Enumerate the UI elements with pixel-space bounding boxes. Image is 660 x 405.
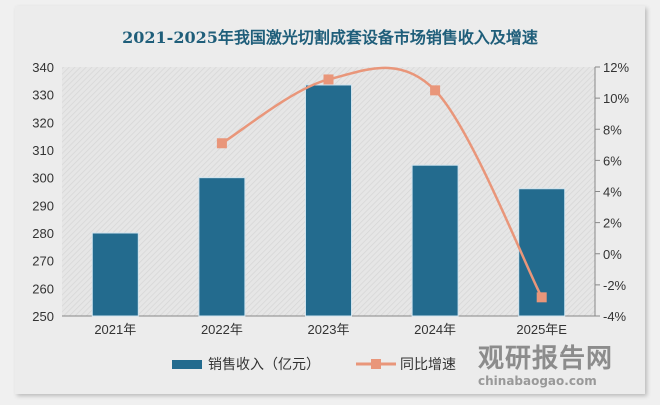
bar <box>411 164 459 317</box>
left-tick-label: 270 <box>32 254 54 269</box>
right-tick-label: -2% <box>603 278 627 293</box>
left-tick-label: 280 <box>32 226 54 241</box>
bar <box>305 84 352 317</box>
x-tick-label: 2022年 <box>201 322 243 337</box>
right-tick-label: 4% <box>603 185 622 200</box>
left-tick-label: 290 <box>32 198 54 213</box>
growth-line <box>221 66 543 298</box>
right-tick-label: 10% <box>603 91 629 106</box>
right-tick-label: -4% <box>603 309 627 324</box>
bar <box>91 232 139 317</box>
watermark-en: chinabaogao.com <box>478 374 597 388</box>
right-tick-label: 8% <box>603 122 622 137</box>
legend-bar-swatch <box>172 359 202 369</box>
right-tick-label: 6% <box>603 153 622 168</box>
growth-marker <box>216 138 227 149</box>
legend: 销售收入（亿元） 同比增速 <box>150 350 456 378</box>
legend-line-swatch <box>356 359 396 369</box>
left-tick-label: 320 <box>32 115 54 130</box>
right-tick-label: 12% <box>603 60 629 75</box>
left-tick-label: 310 <box>32 143 54 158</box>
x-tick-label: 2025年E <box>516 322 567 337</box>
right-tick-label: 0% <box>603 247 622 262</box>
watermark: 观研报告网 chinabaogao.com <box>478 344 613 389</box>
left-tick-label: 300 <box>32 171 54 186</box>
legend-bar-label: 销售收入（亿元） <box>208 357 320 373</box>
left-tick-label: 340 <box>32 60 54 75</box>
watermark-cn: 观研报告网 <box>478 344 614 374</box>
left-tick-label: 250 <box>32 309 54 324</box>
bar <box>198 177 246 317</box>
left-tick-label: 330 <box>32 88 54 103</box>
growth-marker <box>323 74 334 85</box>
x-tick-label: 2023年 <box>308 322 350 337</box>
right-tick-label: 2% <box>603 216 622 231</box>
chart-title: 2021-2025年我国激光切割成套设备市场销售收入及增速 <box>122 28 538 47</box>
growth-marker <box>430 85 441 96</box>
growth-marker <box>536 292 547 303</box>
left-tick-label: 260 <box>32 281 54 296</box>
x-tick-label: 2024年 <box>414 322 456 337</box>
x-tick-label: 2021年 <box>94 322 136 337</box>
legend-line-label: 同比增速 <box>400 357 456 373</box>
